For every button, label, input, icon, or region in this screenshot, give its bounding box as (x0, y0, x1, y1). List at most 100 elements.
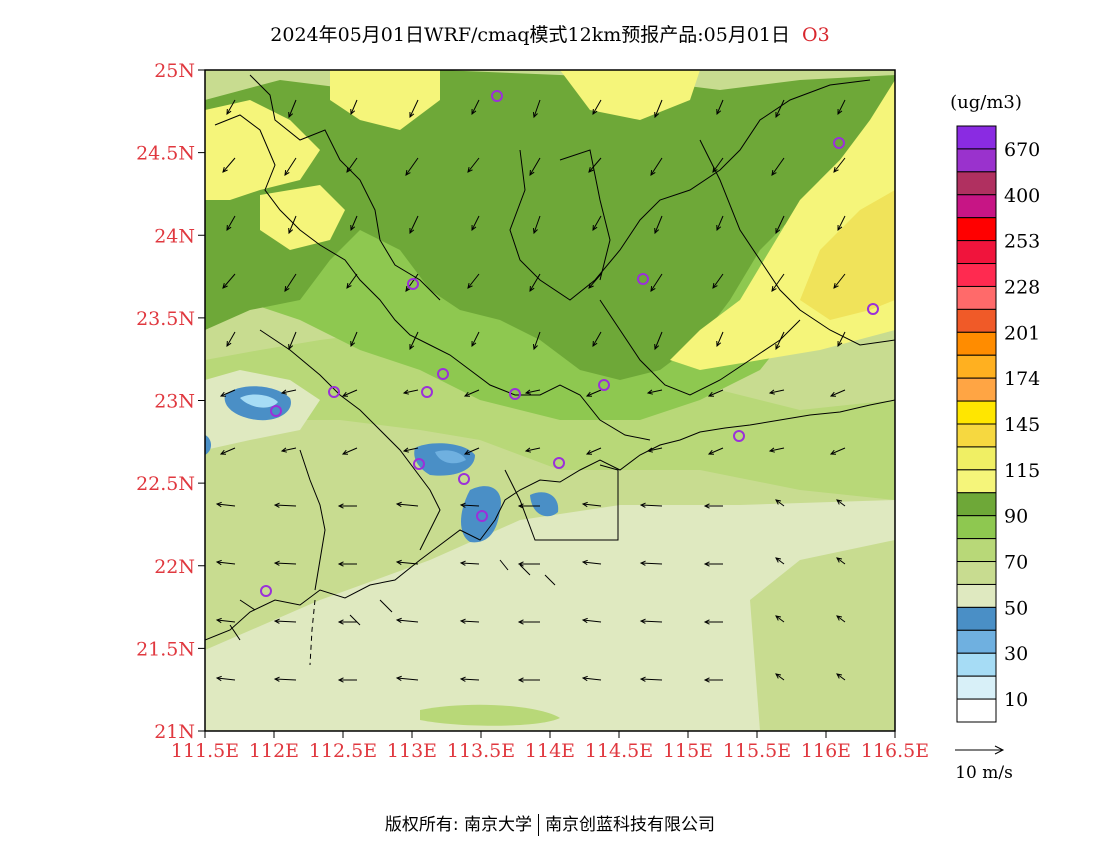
wind-arrow-head (581, 675, 588, 682)
legend-bin (956, 217, 997, 242)
legend-bin (956, 354, 997, 379)
station-marker (491, 90, 503, 102)
wind-arrow-shaft (467, 273, 480, 289)
wind-arrow-head (837, 340, 843, 348)
wind-arrow-shaft (471, 331, 480, 347)
wind-arrow-shaft (350, 215, 358, 231)
wind-arrow-head (532, 343, 538, 351)
wind-arrow-shaft (654, 331, 663, 350)
wind-arrow-shaft (582, 503, 602, 507)
wind-arrow-shaft (830, 389, 846, 397)
wind-arrow-shaft (460, 562, 480, 565)
wind-arrow-head (524, 389, 531, 395)
wind-arrow-head (833, 167, 839, 173)
sz-box (504, 464, 619, 541)
wind-arrow-shaft (775, 615, 785, 623)
wind-arrow-shaft (716, 99, 724, 115)
wind-arrow-shaft (226, 331, 236, 347)
wind-arrow-head (775, 615, 782, 621)
legend-label: 174 (1004, 368, 1040, 390)
wind-arrow-head (409, 343, 415, 351)
wind-arrow-shaft (467, 157, 480, 173)
wind-vectors (215, 99, 846, 683)
field-east-70 (750, 540, 895, 731)
wind-arrow-head (273, 560, 280, 566)
field-blue-sz (530, 492, 559, 517)
legend-bin (956, 675, 997, 700)
wind-arrow-head (771, 169, 777, 176)
wind-arrow-shaft (533, 99, 541, 118)
wind-arrow-head (467, 167, 473, 173)
wind-arrow-head (284, 285, 290, 292)
wind-arrow-shaft (837, 215, 846, 231)
wind-arrow-shaft (220, 447, 236, 455)
wind-arrow-shaft (471, 99, 480, 115)
lon-tick-label: 115E (663, 740, 713, 762)
wind-arrow-head (463, 449, 471, 455)
wind-arrow-shaft (274, 562, 297, 565)
legend-bin (956, 698, 997, 723)
wind-arrow-head (409, 111, 415, 119)
wind-arrow-head (467, 283, 473, 289)
wind-arrow-head (639, 618, 646, 624)
wind-arrow-head (837, 224, 843, 232)
wind-arrow-shaft (403, 389, 419, 394)
legend-label: 400 (1004, 185, 1040, 207)
wind-arrow-shaft (533, 331, 541, 350)
wind-arrow-shaft (650, 157, 663, 176)
wind-arrow-shaft (836, 615, 846, 623)
wind-arrow-head (588, 167, 594, 173)
station-marker (476, 510, 488, 522)
wind-arrow-head (768, 447, 775, 453)
wind-arrow-shaft (346, 157, 358, 173)
wind-arrow-head (284, 169, 290, 176)
wind-arrow-shaft (592, 215, 602, 231)
wind-arrow-head (350, 108, 356, 116)
wind-arrow-head (581, 559, 588, 566)
wind-arrow-shaft (460, 504, 480, 507)
lon-tick-label: 112E (249, 740, 299, 762)
legend-bin (956, 400, 997, 425)
wind-arrow-shaft (592, 99, 602, 115)
wind-scale-arrowhead (994, 745, 1005, 755)
wind-arrow-shaft (471, 215, 480, 231)
coastlines-and-borders (205, 74, 895, 666)
wind-arrow-head (592, 340, 598, 347)
wind-arrow-head (775, 673, 782, 679)
wind-arrow-head (350, 340, 356, 348)
legend-label: 670 (1004, 139, 1040, 161)
wind-arrow-shaft (288, 215, 297, 234)
wind-arrow-shaft (529, 273, 541, 292)
wind-arrow-shaft (769, 447, 785, 452)
legend-bin (956, 331, 997, 356)
wind-arrow-shaft (525, 447, 541, 452)
wind-arrow-head (703, 503, 710, 509)
wind-arrow-head (395, 559, 402, 566)
station-marker (458, 473, 470, 485)
province-border-1 (214, 114, 651, 441)
wind-arrow-shaft (708, 389, 724, 397)
legend-bin (956, 446, 997, 471)
wind-arrow-head (337, 503, 344, 509)
wind-arrow-head (529, 285, 535, 292)
wind-arrow-shaft (216, 561, 236, 565)
wind-arrow-shaft (529, 157, 541, 176)
wind-arrow-head (395, 675, 402, 682)
wind-arrow-head (712, 282, 718, 289)
wind-arrow-head (650, 285, 656, 292)
wind-arrow-shaft (771, 273, 785, 292)
wind-arrow-shaft (284, 157, 297, 176)
wind-arrow-head (341, 449, 349, 455)
station-marker (421, 386, 433, 398)
lat-tick-label: 24.5N (136, 143, 195, 165)
wind-arrow-head (459, 502, 466, 508)
wind-arrow-head (707, 391, 715, 397)
legend-label: 50 (1004, 597, 1028, 619)
wind-arrow-shaft (716, 331, 724, 347)
legend-label: 201 (1004, 322, 1040, 344)
station-marker (328, 386, 340, 398)
field-yellow-w (260, 185, 345, 250)
footer-divider (538, 814, 540, 836)
wind-arrow-head (532, 227, 538, 235)
legend-label: 10 (1004, 689, 1028, 711)
